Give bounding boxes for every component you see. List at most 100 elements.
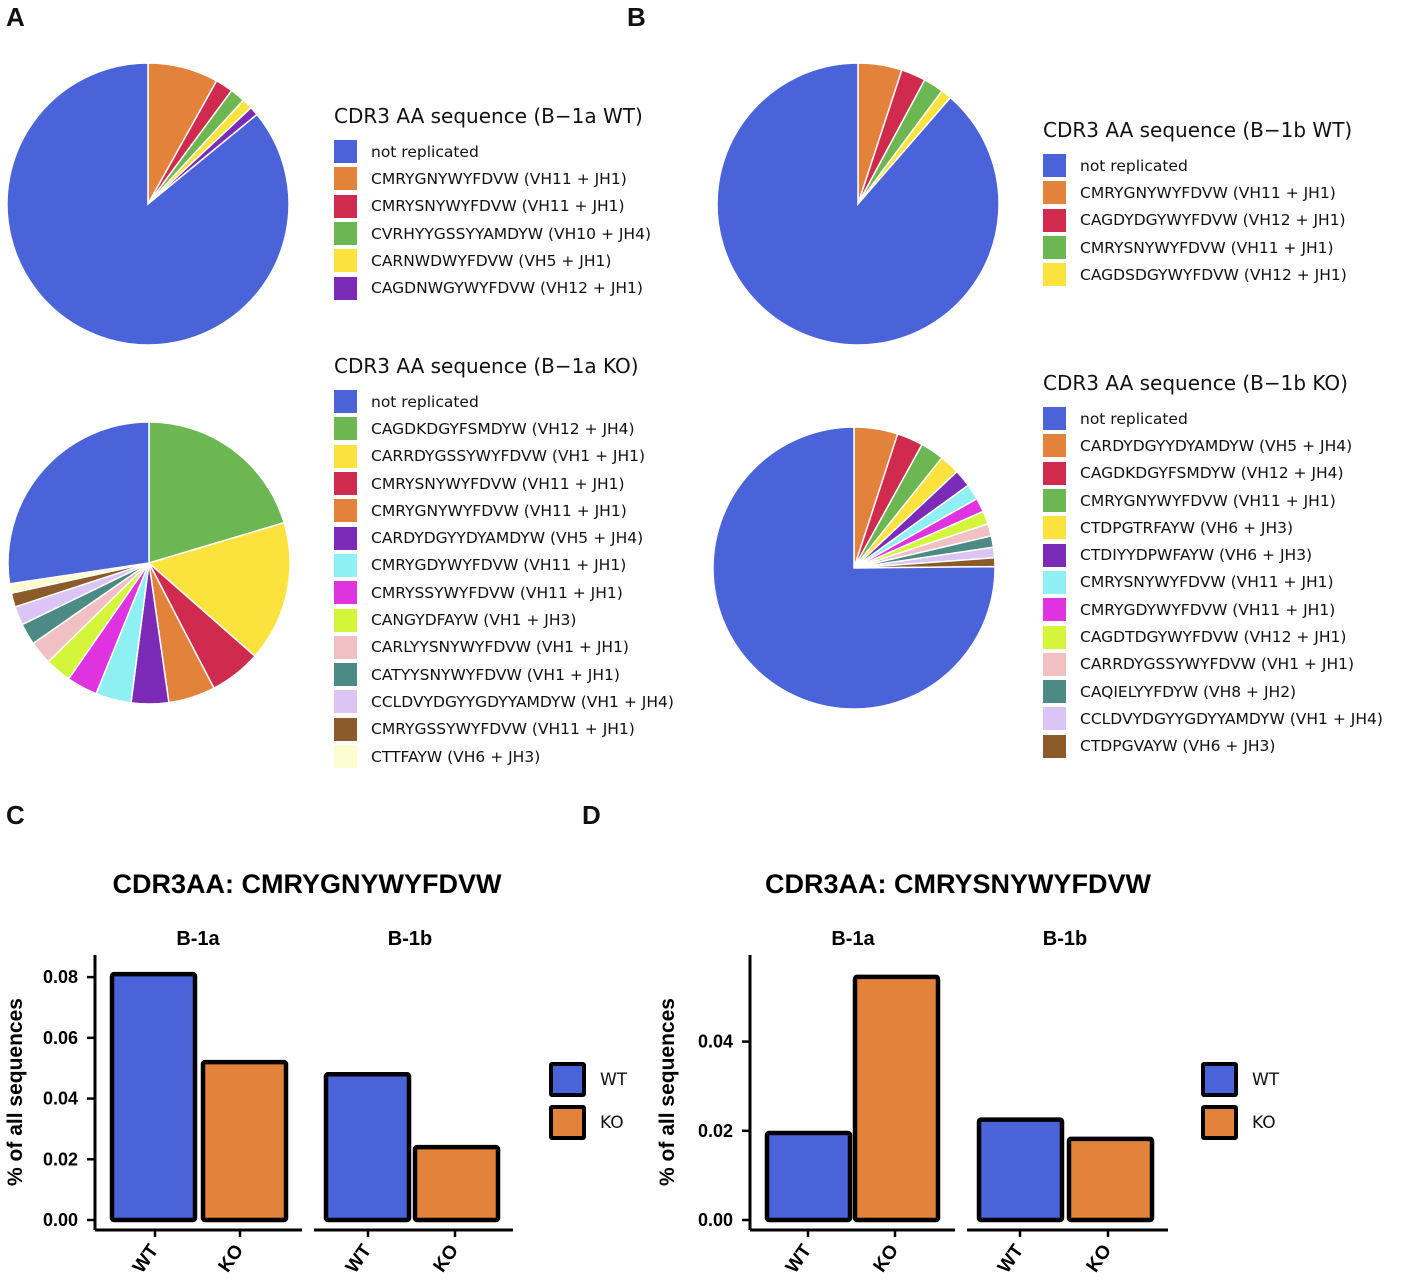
legend-swatch <box>334 444 357 468</box>
legend-label: KO <box>600 1112 624 1133</box>
legend-title: CDR3 AA sequence (B−1b KO) <box>1043 371 1348 395</box>
legend-label: CAGDSDGYWYFDVW (VH12 + JH1) <box>1080 265 1347 284</box>
legend-swatch <box>334 222 357 246</box>
legend-title: CDR3 AA sequence (B−1a WT) <box>334 104 643 128</box>
pie-chart-b1a-ko <box>8 421 291 705</box>
legend-item: CMRYGDYWYFDVW (VH11 + JH1) <box>1043 596 1383 623</box>
y-tick-label: 0.06 <box>43 1028 78 1048</box>
legend-swatch <box>1043 516 1066 540</box>
bar-wt <box>976 1117 1065 1223</box>
x-tick-label: KO <box>215 1241 249 1276</box>
y-tick-label: 0.04 <box>698 1032 733 1052</box>
legend-swatch <box>1043 734 1066 758</box>
bar-ko <box>412 1144 501 1223</box>
legend-swatch <box>1043 598 1066 622</box>
pie-slice <box>712 426 996 710</box>
legend-swatch <box>1043 680 1066 704</box>
legend-label: CCLDVYDGYYGDYYAMDYW (VH1 + JH4) <box>1080 709 1383 728</box>
legend-item: CMRYGNYWYFDVW (VH11 + JH1) <box>334 497 674 524</box>
legend-item: CAGDKDGYFSMDYW (VH12 + JH4) <box>334 415 674 442</box>
legend-swatch <box>1043 154 1066 178</box>
legend-label: CMRYGNYWYFDVW (VH11 + JH1) <box>1080 183 1336 202</box>
panel-label-b: B <box>627 2 646 32</box>
x-tick-label: KO <box>1083 1241 1117 1276</box>
legend-item: CANGYDFAYW (VH1 + JH3) <box>334 606 674 633</box>
legend-item: CTDPGVAYW (VH6 + JH3) <box>1043 733 1383 760</box>
legend-label: CANGYDFAYW (VH1 + JH3) <box>371 611 577 630</box>
legend-item: CTTFAYW (VH6 + JH3) <box>334 743 674 770</box>
bar-legend-d: WT KO <box>1201 1058 1279 1144</box>
legend-b1b-wt: CDR3 AA sequence (B−1b WT) not replicate… <box>1043 118 1352 288</box>
legend-label: CAGDKDGYFSMDYW (VH12 + JH4) <box>1080 464 1344 483</box>
legend-swatch <box>334 472 357 496</box>
legend-label: CMRYSNYWYFDVW (VH11 + JH1) <box>371 474 625 493</box>
legend-label: CMRYGNYWYFDVW (VH11 + JH1) <box>1080 491 1336 510</box>
legend-b1a-wt: CDR3 AA sequence (B−1a WT) not replicate… <box>334 104 651 302</box>
legend-swatch <box>334 635 357 659</box>
legend-item-ko: KO <box>549 1101 627 1144</box>
legend-item: CARRDYGSSYWYFDVW (VH1 + JH1) <box>1043 651 1383 678</box>
legend-label: not replicated <box>1080 409 1188 428</box>
facet-label: B-1b <box>388 928 432 950</box>
panel-label-a: A <box>6 2 25 32</box>
legend-label: CARLYYSNYWYFDVW (VH1 + JH1) <box>371 638 629 657</box>
legend-label: CARRDYGSSYWYFDVW (VH1 + JH1) <box>371 447 646 466</box>
legend-item: CCLDVYDGYYGDYYAMDYW (VH1 + JH4) <box>334 688 674 715</box>
legend-label: CTTFAYW (VH6 + JH3) <box>371 747 541 766</box>
bar-wt <box>764 1130 853 1223</box>
legend-swatch <box>1043 181 1066 205</box>
legend-swatch <box>1043 570 1066 594</box>
legend-item-wt: WT <box>1201 1058 1279 1101</box>
legend-label: CARRDYGSSYWYFDVW (VH1 + JH1) <box>1080 655 1355 674</box>
legend-label: CMRYGDYWYFDVW (VH11 + JH1) <box>1080 600 1336 619</box>
legend-item: CARNWDWYFDVW (VH5 + JH1) <box>334 247 651 274</box>
legend-label: CATYYSNYWYFDVW (VH1 + JH1) <box>371 665 620 684</box>
legend-item: CMRYGNYWYFDVW (VH11 + JH1) <box>1043 487 1383 514</box>
legend-swatch <box>1043 652 1066 676</box>
bar-ko <box>852 974 941 1223</box>
legend-b1b-ko: CDR3 AA sequence (B−1b KO) not replicate… <box>1043 371 1383 760</box>
x-tick-label: KO <box>430 1241 464 1276</box>
legend-swatch <box>334 690 357 714</box>
legend-label: CVRHYYGSSYYAMDYW (VH10 + JH4) <box>371 224 651 243</box>
legend-item: CMRYSNYWYFDVW (VH11 + JH1) <box>1043 234 1352 261</box>
y-tick-label: 0.00 <box>43 1210 78 1230</box>
legend-title: CDR3 AA sequence (B−1a KO) <box>334 354 639 378</box>
legend-item: CAQIELYYFDYW (VH8 + JH2) <box>1043 678 1383 705</box>
pie-slice <box>716 62 1000 346</box>
legend-item-wt: WT <box>549 1058 627 1101</box>
legend-label: CMRYSNYWYFDVW (VH11 + JH1) <box>1080 238 1334 257</box>
pie-slice <box>6 62 290 346</box>
panel-label-d: D <box>582 800 601 830</box>
legend-swatch <box>334 390 357 414</box>
legend-item: CVRHYYGSSYYAMDYW (VH10 + JH4) <box>334 220 651 247</box>
legend-item: CARDYDGYYDYAMDYW (VH5 + JH4) <box>334 524 674 551</box>
legend-swatch <box>334 194 357 218</box>
x-tick-label: WT <box>994 1241 1028 1278</box>
legend-title: CDR3 AA sequence (B−1b WT) <box>1043 118 1353 142</box>
legend-label: CARDYDGYYDYAMDYW (VH5 + JH4) <box>1080 436 1353 455</box>
legend-label: CARNWDWYFDVW (VH5 + JH1) <box>371 251 612 270</box>
panel-label-c: C <box>6 800 25 830</box>
legend-label: CMRYGDYWYFDVW (VH11 + JH1) <box>371 556 627 575</box>
pie-chart-b1a-wt <box>6 62 290 346</box>
bar-ko <box>1066 1136 1155 1223</box>
legend-swatch <box>1043 263 1066 287</box>
legend-item: not replicated <box>334 388 674 415</box>
legend-item-ko: KO <box>1201 1101 1279 1144</box>
legend-item: CMRYSNYWYFDVW (VH11 + JH1) <box>334 470 674 497</box>
legend-item: CTDPGTRFAYW (VH6 + JH3) <box>1043 514 1383 541</box>
x-tick-label: WT <box>782 1241 816 1278</box>
bar-ko <box>200 1059 289 1223</box>
x-tick-label: WT <box>342 1241 376 1278</box>
legend-item: CMRYSSYWYFDVW (VH11 + JH1) <box>334 579 674 606</box>
legend-item: CATYYSNYWYFDVW (VH1 + JH1) <box>334 661 674 688</box>
legend-swatch <box>1043 208 1066 232</box>
legend-item: CAGDNWGYWYFDVW (VH12 + JH1) <box>334 274 651 301</box>
legend-swatch <box>334 717 357 741</box>
legend-label: CMRYGNYWYFDVW (VH11 + JH1) <box>371 501 627 520</box>
legend-swatch <box>1043 236 1066 260</box>
y-tick-label: 0.02 <box>43 1149 78 1169</box>
legend-item: CARLYYSNYWYFDVW (VH1 + JH1) <box>334 634 674 661</box>
legend-swatch <box>334 276 357 300</box>
